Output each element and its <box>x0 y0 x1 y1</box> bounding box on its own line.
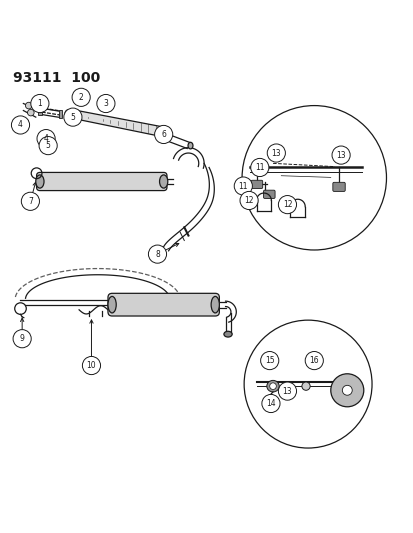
Text: 12: 12 <box>244 196 253 205</box>
Text: 3: 3 <box>103 99 108 108</box>
Ellipse shape <box>188 142 192 149</box>
Ellipse shape <box>223 332 232 337</box>
Circle shape <box>97 94 115 112</box>
Circle shape <box>267 144 285 162</box>
Ellipse shape <box>36 175 44 188</box>
Text: 15: 15 <box>264 356 274 365</box>
FancyBboxPatch shape <box>263 190 274 198</box>
Ellipse shape <box>108 296 116 313</box>
Ellipse shape <box>156 128 163 134</box>
Circle shape <box>260 351 278 370</box>
Circle shape <box>64 108 82 126</box>
Ellipse shape <box>159 175 167 188</box>
Circle shape <box>250 158 268 176</box>
Circle shape <box>25 102 32 109</box>
Circle shape <box>269 383 275 390</box>
Text: 7: 7 <box>28 197 33 206</box>
Text: 10: 10 <box>86 361 96 370</box>
Text: 4: 4 <box>18 120 23 130</box>
FancyBboxPatch shape <box>332 182 344 191</box>
Circle shape <box>244 320 371 448</box>
Circle shape <box>331 146 349 164</box>
Text: 13: 13 <box>271 149 280 158</box>
Bar <box>38 107 41 115</box>
Circle shape <box>342 385 351 395</box>
Circle shape <box>148 245 166 263</box>
Circle shape <box>72 88 90 107</box>
Circle shape <box>27 109 34 116</box>
Circle shape <box>278 196 296 214</box>
Ellipse shape <box>211 296 219 313</box>
Circle shape <box>21 192 39 211</box>
Text: 16: 16 <box>309 356 318 365</box>
Bar <box>59 110 62 118</box>
Circle shape <box>12 116 29 134</box>
Text: 93111  100: 93111 100 <box>13 70 100 85</box>
Ellipse shape <box>65 110 72 117</box>
Text: 5: 5 <box>70 112 75 122</box>
Text: 11: 11 <box>238 182 247 190</box>
Circle shape <box>301 382 309 390</box>
Circle shape <box>278 382 296 400</box>
FancyBboxPatch shape <box>251 180 262 189</box>
Circle shape <box>82 357 100 375</box>
Circle shape <box>234 177 252 195</box>
FancyBboxPatch shape <box>108 293 219 316</box>
Text: 4: 4 <box>43 134 48 143</box>
Circle shape <box>261 394 279 413</box>
Circle shape <box>39 136 57 155</box>
FancyBboxPatch shape <box>36 172 166 191</box>
Ellipse shape <box>266 381 278 392</box>
Text: 11: 11 <box>254 163 264 172</box>
Circle shape <box>13 329 31 348</box>
Polygon shape <box>64 110 163 135</box>
Circle shape <box>330 374 363 407</box>
Text: 1: 1 <box>38 99 42 108</box>
Circle shape <box>304 351 323 370</box>
Text: 6: 6 <box>161 130 166 139</box>
Text: 13: 13 <box>335 151 345 159</box>
Text: 2: 2 <box>78 93 83 102</box>
Text: 5: 5 <box>45 141 50 150</box>
Circle shape <box>154 125 172 143</box>
Text: 9: 9 <box>20 334 24 343</box>
Circle shape <box>240 191 258 209</box>
Text: 12: 12 <box>282 200 292 209</box>
Text: 13: 13 <box>282 386 292 395</box>
Circle shape <box>31 94 49 112</box>
Text: 8: 8 <box>155 249 159 259</box>
Circle shape <box>37 130 55 148</box>
Text: 14: 14 <box>266 399 275 408</box>
Circle shape <box>242 106 386 250</box>
